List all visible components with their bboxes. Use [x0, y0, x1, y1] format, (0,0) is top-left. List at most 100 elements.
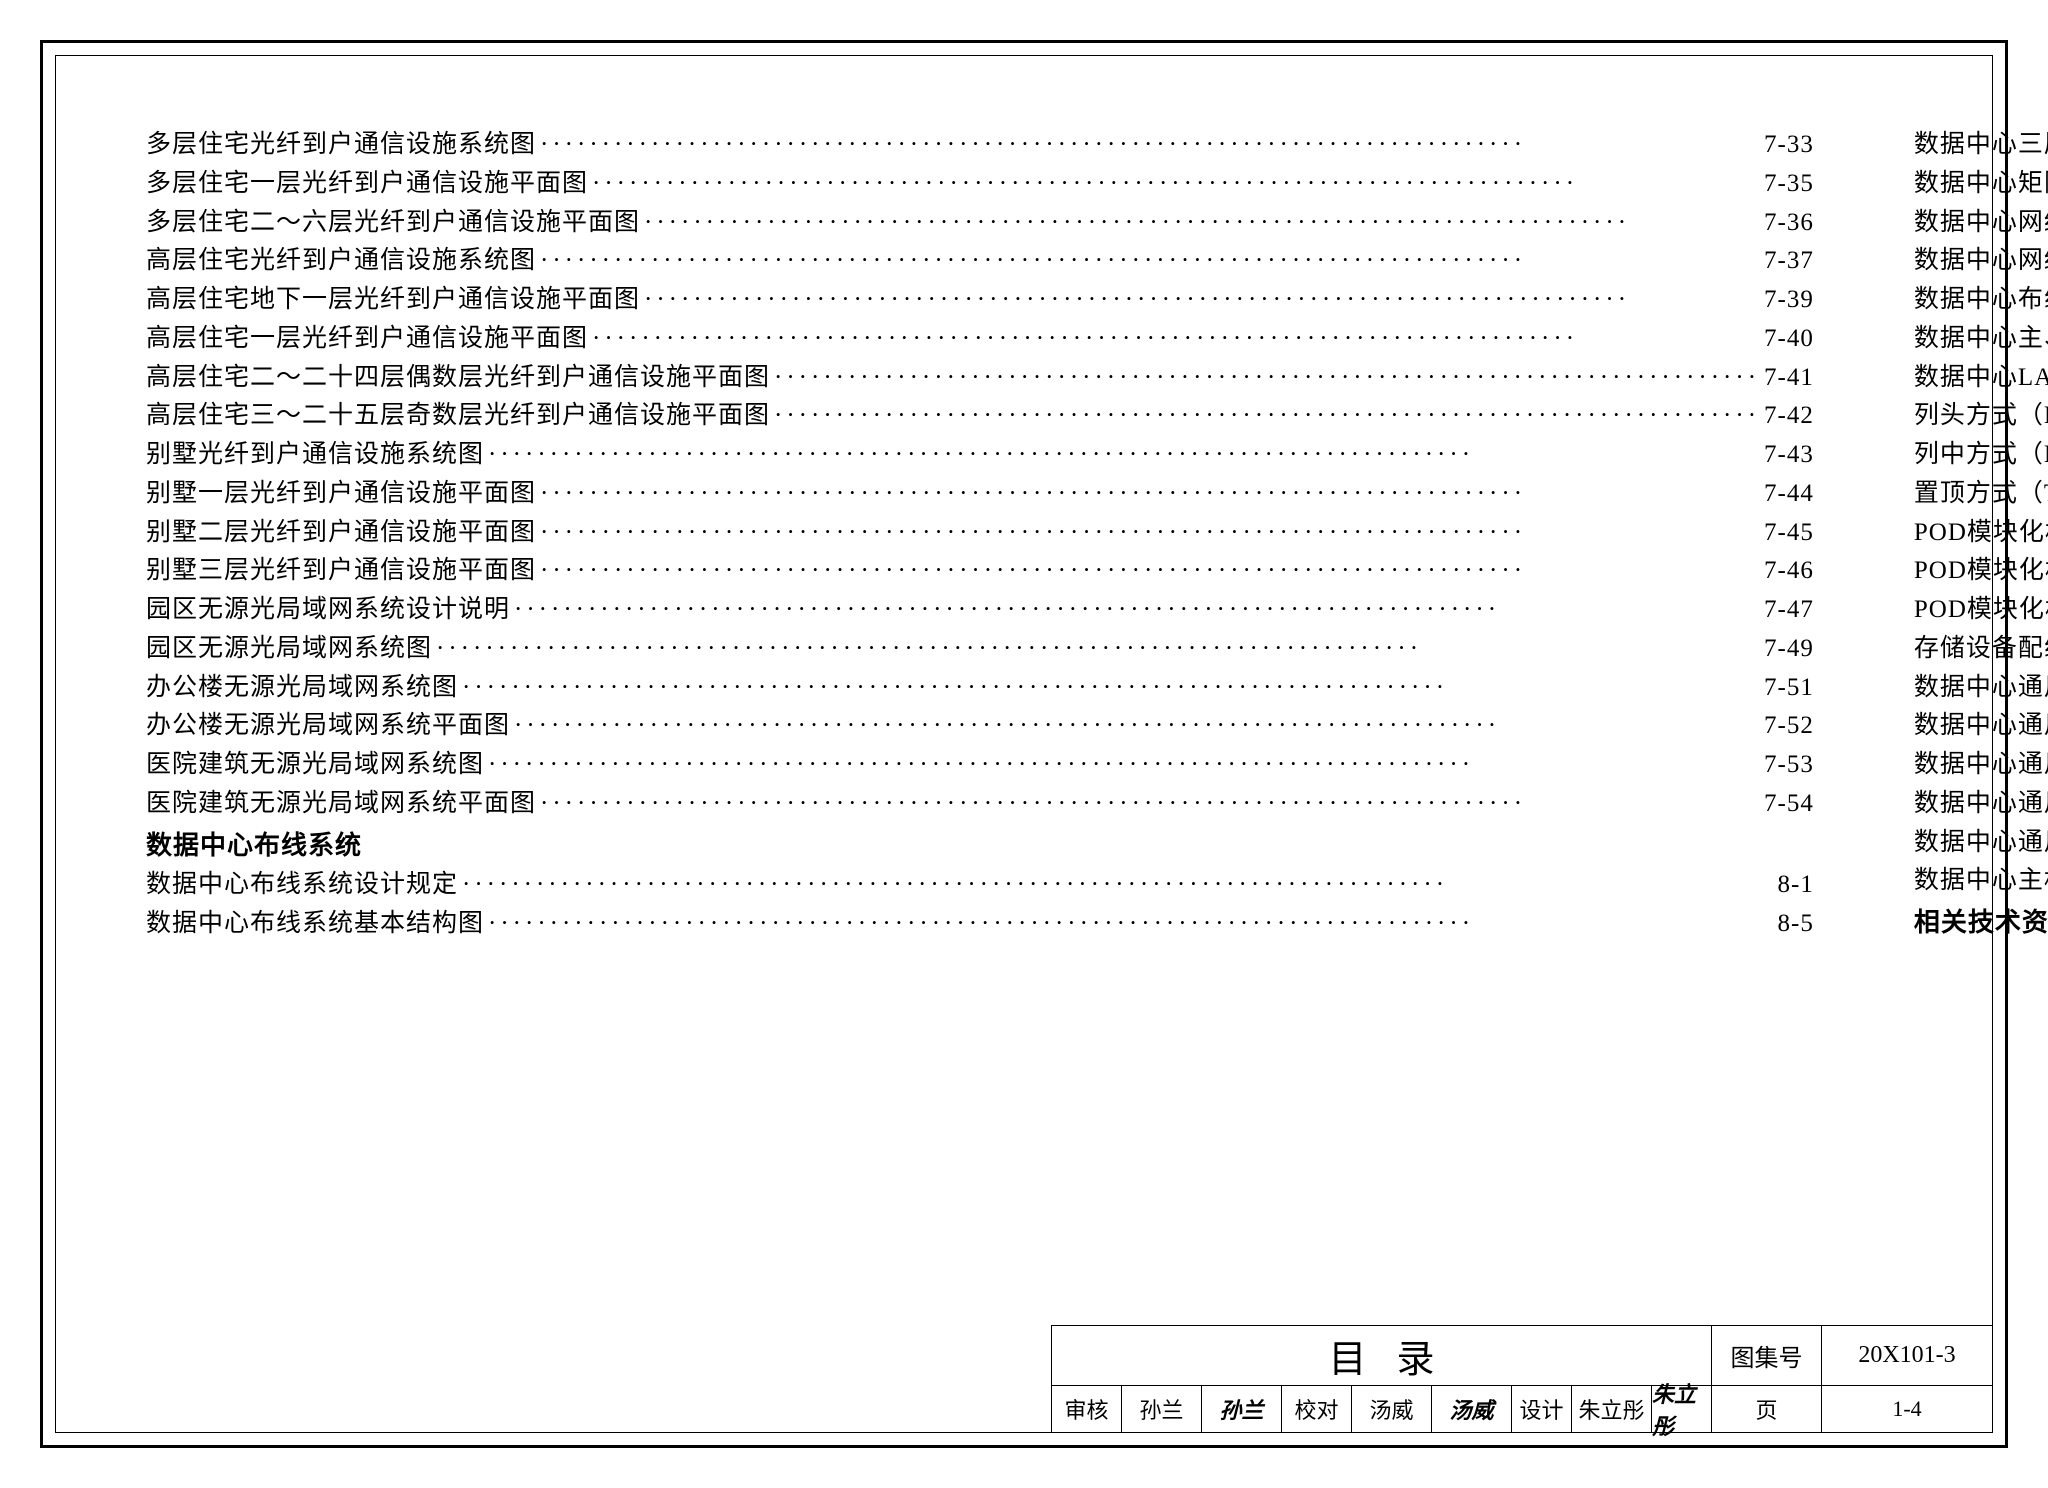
toc-entry-page: 7-45: [1764, 514, 1814, 553]
toc-entry: 办公楼无源光局域网系统图····························…: [146, 669, 1814, 708]
toc-entry: 办公楼无源光局域网系统平面图··························…: [146, 707, 1814, 746]
toc-entry: POD模块化机柜（列中方式）··························…: [1914, 552, 2048, 591]
toc-entry: 多层住宅一层光纤到户通信设施平面图·······················…: [146, 165, 1814, 204]
toc-entry: 数据中心通用布缆系统基本配置示例························…: [1914, 707, 2048, 746]
toc-leader-dots: ········································…: [536, 552, 1764, 591]
toc-entry-title: 别墅二层光纤到户通信设施平面图: [146, 514, 536, 553]
toc-entry-page: 7-46: [1764, 552, 1814, 591]
toc-entry-page: 7-53: [1764, 746, 1814, 785]
toc-entry: 高层住宅一层光纤到户通信设施平面图·······················…: [146, 320, 1814, 359]
toc-entry-title: 数据中心通用布缆系统基本配置示例: [1914, 707, 2048, 746]
toc-leader-dots: ········································…: [484, 746, 1764, 785]
toc-entry-page: 7-44: [1764, 475, 1814, 514]
toc-entry-page: 7-54: [1764, 785, 1814, 824]
toc-leader-dots: ········································…: [484, 436, 1764, 475]
toc-entry-page: 7-36: [1764, 204, 1814, 243]
toc-entry-title: 数据中心布线系统基本结构图: [146, 905, 484, 944]
toc-entry: 园区无源光局域网系统图·····························…: [146, 630, 1814, 669]
check-signature: 汤威: [1432, 1386, 1512, 1432]
toc-leader-dots: ········································…: [536, 475, 1764, 514]
toc-entry: 数据中心矩阵网络布线系统基本结构························…: [1914, 165, 2048, 204]
toc-entry-title: 高层住宅三～二十五层奇数层光纤到户通信设施平面图: [146, 397, 770, 436]
title-block: 目录 图集号 20X101-3 审核 孙兰 孙兰 校对 汤威 汤威 设计 朱立彤…: [1051, 1325, 1993, 1433]
drawing-frame-inner: 多层住宅光纤到户通信设施系统图 ·························…: [55, 55, 1993, 1433]
toc-entry-title: 数据中心通用布缆系统: [1914, 669, 2048, 708]
toc-entry: 高层住宅地下一层光纤到户通信设施平面图·····················…: [146, 281, 1814, 320]
toc-entry-title: 医院建筑无源光局域网系统图: [146, 746, 484, 785]
toc-entry-title: 数据中心矩阵网络布线系统基本结构: [1914, 165, 2048, 204]
toc-entry-page: 7-47: [1764, 591, 1814, 630]
toc-entry-title: 数据中心布线系统设计步骤: [1914, 281, 2048, 320]
toc-entry-page: 7-42: [1764, 397, 1814, 436]
toc-entry-title: 高层住宅光纤到户通信设施系统图: [146, 242, 536, 281]
toc-leader-dots: ········································…: [484, 905, 1778, 944]
toc-leader-dots: ········································…: [510, 591, 1764, 630]
title-block-bottom-row: 审核 孙兰 孙兰 校对 汤威 汤威 设计 朱立彤 朱立彤 页 1-4: [1052, 1386, 1992, 1432]
toc-entry: 医院建筑无源光局域网系统图···························…: [146, 746, 1814, 785]
page-label: 页: [1712, 1386, 1822, 1432]
toc-entry-title: 数据中心主机房设备布置示例: [1914, 862, 2048, 901]
toc-entry: 数据中心网络水平布线配置····························…: [1914, 242, 2048, 281]
toc-entry-title: 多层住宅光纤到户通信设施系统图: [146, 126, 536, 165]
toc-content: 多层住宅光纤到户通信设施系统图 ·························…: [56, 56, 1992, 943]
title-block-title: 目录: [1052, 1326, 1712, 1385]
review-label: 审核: [1052, 1386, 1122, 1432]
design-signature: 朱立彤: [1652, 1386, 1712, 1432]
toc-entry-page: 7-37: [1764, 242, 1814, 281]
title-block-top-row: 目录 图集号 20X101-3: [1052, 1326, 1992, 1386]
toc-entry: 别墅光纤到户通信设施系统图···························…: [146, 436, 1814, 475]
toc-leader-dots: ········································…: [536, 242, 1764, 281]
review-name: 孙兰: [1122, 1386, 1202, 1432]
review-signature: 孙兰: [1202, 1386, 1282, 1432]
toc-entry: 数据中心通用布缆系统底层配置示例························…: [1914, 746, 2048, 785]
toc-leader-dots: ········································…: [536, 785, 1764, 824]
toc-entry-title: 医院建筑无源光局域网系统平面图: [146, 785, 536, 824]
toc-entry-title: 数据中心网络主干布线配置: [1914, 204, 2048, 243]
toc-entry: 高层住宅三～二十五层奇数层光纤到户通信设施平面图················…: [146, 397, 1814, 436]
toc-entry-title: 数据中心LAN主配线区、SAN存储设备配线区布线连接: [1914, 359, 2048, 398]
toc-entry-title: 高层住宅地下一层光纤到户通信设施平面图: [146, 281, 640, 320]
toc-leader-dots: ········································…: [640, 281, 1764, 320]
toc-right-column: 数据中心三层网络布线系统基本结构························…: [1914, 126, 2048, 943]
toc-entry: 多层住宅二～六层光纤到户通信设施平面图·····················…: [146, 204, 1814, 243]
toc-entry-title: POD模块化机柜（列中方式）: [1914, 552, 2048, 591]
set-number-label: 图集号: [1712, 1326, 1822, 1385]
toc-entry: 数据中心布线系统基本结构图···························…: [146, 905, 1814, 944]
toc-entry: 别墅二层光纤到户通信设施平面图·························…: [146, 514, 1814, 553]
toc-entry-title: 置顶方式（ToR）网络布线: [1914, 475, 2048, 514]
toc-section-heading: 相关技术资料: [1914, 903, 2048, 943]
toc-entry-title: 高层住宅二～二十四层偶数层光纤到户通信设施平面图: [146, 359, 770, 398]
toc-entry-page: 7-41: [1764, 359, 1814, 398]
toc-entry-page: 7-49: [1764, 630, 1814, 669]
toc-entry-title: 数据中心通用布缆系统底层配置示例: [1914, 746, 2048, 785]
toc-entry-title: 列中方式（MoR）网络布线: [1914, 436, 2048, 475]
toc-entry: 数据中心布线系统设计步骤····························…: [1914, 281, 2048, 320]
toc-entry-page: 7-35: [1764, 165, 1814, 204]
toc-leader-dots: ········································…: [770, 359, 1764, 398]
toc-leader-dots: ········································…: [588, 165, 1764, 204]
toc-entry-title: 办公楼无源光局域网系统平面图: [146, 707, 510, 746]
toc-entry: 高层住宅光纤到户通信设施系统图·························…: [146, 242, 1814, 281]
design-label: 设计: [1512, 1386, 1572, 1432]
toc-entry: 存储设备配线区布线·······························…: [1914, 630, 2048, 669]
toc-entry-title: 数据中心布线系统设计规定: [146, 866, 458, 905]
toc-entry: 置顶方式（ToR）网络布线···························…: [1914, 475, 2048, 514]
toc-entry-title: 数据中心三层网络布线系统基本结构: [1914, 126, 2048, 165]
toc-leader-dots: ········································…: [458, 669, 1764, 708]
toc-entry-title: 多层住宅一层光纤到户通信设施平面图: [146, 165, 588, 204]
toc-entry: 数据中心通用布缆系统······························…: [1914, 669, 2048, 708]
toc-leader-dots: ········································…: [432, 630, 1764, 669]
toc-entry: 园区无源光局域网系统设计说明··························…: [146, 591, 1814, 630]
drawing-frame-outer: 多层住宅光纤到户通信设施系统图 ·························…: [40, 40, 2008, 1448]
set-number-value: 20X101-3: [1822, 1326, 1992, 1385]
toc-entry: 数据中心主机房设备布置示例···························…: [1914, 862, 2048, 901]
toc-entry: POD模块化机柜（置顶方式）··························…: [1914, 591, 2048, 630]
toc-entry-title: 数据中心网络水平布线配置: [1914, 242, 2048, 281]
toc-entry-title: 列头方式（EoR）网络布线: [1914, 397, 2048, 436]
toc-entry-page: 7-40: [1764, 320, 1814, 359]
toc-entry: 数据中心LAN主配线区、SAN存储设备配线区布线连接··············…: [1914, 359, 2048, 398]
toc-entry-page: 7-51: [1764, 669, 1814, 708]
toc-entry-page: 8-1: [1778, 866, 1814, 905]
toc-entry-title: 数据中心通用布缆系统顶层配置示例: [1914, 824, 2048, 863]
toc-entry-title: 存储设备配线区布线: [1914, 630, 2048, 669]
